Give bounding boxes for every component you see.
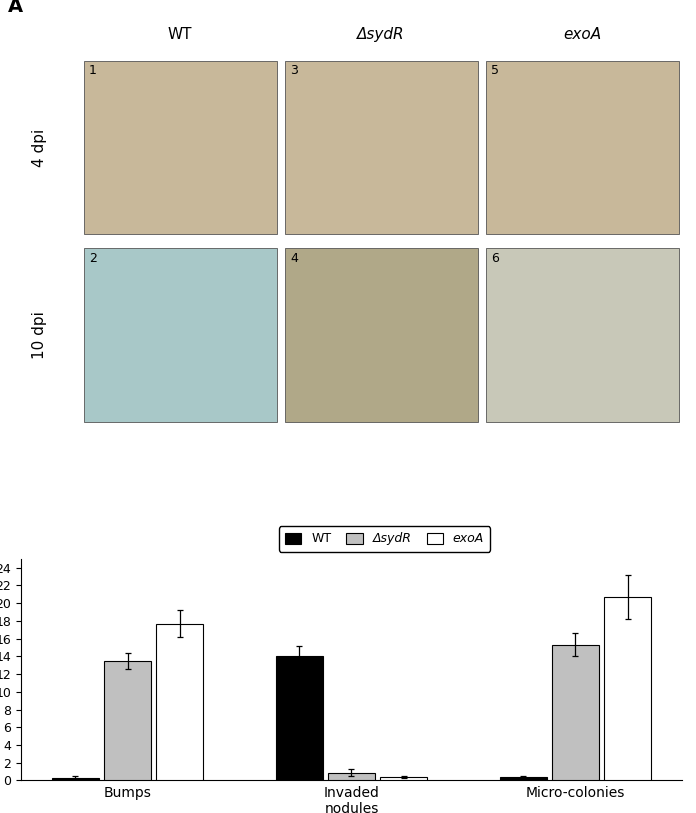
Bar — [285, 248, 477, 422]
Text: 4: 4 — [290, 251, 298, 264]
Legend: WT, ΔsydR, exoA: WT, ΔsydR, exoA — [279, 526, 490, 552]
Bar — [84, 61, 277, 234]
Text: WT: WT — [168, 27, 193, 42]
Bar — [157, 624, 203, 780]
Bar — [84, 248, 277, 422]
Bar — [486, 61, 679, 234]
Bar — [104, 661, 151, 780]
Text: exoA: exoA — [563, 27, 601, 42]
Bar — [276, 656, 323, 780]
Text: 5: 5 — [491, 64, 499, 77]
Bar — [285, 61, 477, 234]
Bar — [500, 777, 546, 780]
Text: 1: 1 — [89, 64, 97, 77]
Text: ΔsydR: ΔsydR — [358, 27, 405, 42]
Bar — [486, 248, 679, 422]
Bar — [328, 772, 375, 780]
Text: 6: 6 — [491, 251, 499, 264]
Text: 10 dpi: 10 dpi — [32, 311, 47, 359]
Text: 4 dpi: 4 dpi — [32, 128, 47, 167]
Bar — [52, 778, 99, 780]
Text: 3: 3 — [290, 64, 298, 77]
Bar — [552, 645, 599, 780]
Text: A: A — [8, 0, 23, 16]
Bar — [380, 777, 427, 780]
Text: 2: 2 — [89, 251, 97, 264]
Bar — [604, 597, 651, 780]
